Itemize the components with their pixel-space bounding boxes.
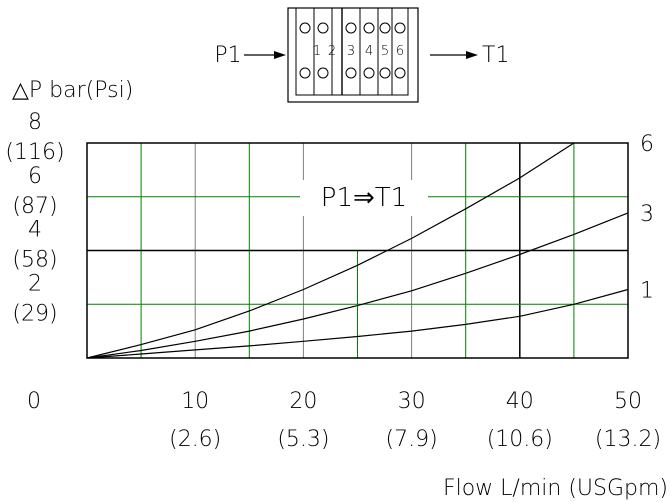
x-tick-sublabel: (10.6) [487, 427, 553, 452]
series-label-1: 1 [640, 278, 654, 303]
port-number: 1 [313, 44, 321, 59]
x-tick-label: 40 [506, 389, 534, 414]
y-tick-sublabel: (58) [12, 248, 57, 273]
port-circle-top [394, 22, 406, 34]
port-circle-bottom [379, 67, 391, 79]
y-tick-sublabel: (87) [12, 194, 57, 219]
x-tick-label: 50 [614, 389, 642, 414]
port-circle-bottom [317, 67, 329, 79]
port-circle-top [317, 22, 329, 34]
y-tick-sublabel: (29) [12, 301, 57, 326]
port-number: 5 [381, 44, 389, 59]
inlet-arrow-head [274, 51, 286, 59]
x-tick-label: 10 [181, 389, 209, 414]
x-tick-sublabel: (13.2) [595, 427, 661, 452]
x-tick-sublabel: (5.3) [277, 427, 329, 452]
x-axis-label: Flow L/min (USGpm) [443, 476, 668, 501]
outlet-arrow-head [466, 51, 478, 59]
series-label-6: 6 [640, 132, 654, 157]
y-axis-label: △P bar(Psi) [12, 78, 133, 103]
series-line-6 [86, 142, 575, 359]
grid [86, 142, 629, 359]
port-circle-bottom [394, 67, 406, 79]
valve-port-block [295, 7, 409, 96]
y-tick-sublabel: (116) [5, 140, 64, 165]
port-circle-top [345, 22, 357, 34]
y-tick-label: 8 [28, 110, 42, 135]
valve-schematic: P1 1 2 3 4 5 [214, 7, 509, 103]
x-tick-label: 30 [398, 389, 426, 414]
port-circle-bottom [299, 67, 311, 79]
outlet-label: T1 [482, 43, 509, 68]
x-tick-label: 0 [27, 389, 41, 414]
x-tick-sublabel: (7.9) [386, 427, 438, 452]
port-number: 3 [347, 44, 355, 59]
series-label-3: 3 [640, 202, 654, 227]
y-tick-label: 4 [28, 218, 42, 243]
y-tick-label: 2 [28, 271, 42, 296]
port-circle-top [379, 22, 391, 34]
series-line-3 [86, 212, 629, 359]
x-tick-label: 20 [289, 389, 317, 414]
port-number: 4 [365, 44, 373, 59]
chart-title: P1⇒T1 [321, 183, 407, 213]
port-circle-top [299, 22, 311, 34]
inlet-label: P1 [214, 43, 241, 68]
series-line-1 [86, 288, 629, 359]
tick-labels: 0 10 (2.6) 20 (5.3) 30 (7.9) 40 (10.6) 50 (13.2) 8 (… [5, 110, 661, 452]
plot-frame [86, 142, 629, 359]
y-tick-label: 6 [28, 164, 42, 189]
title-backdrop [300, 180, 428, 216]
port-circle-bottom [363, 67, 375, 79]
port-circle-bottom [345, 67, 357, 79]
port-number: 2 [328, 44, 336, 59]
port-number: 6 [396, 44, 404, 59]
port-circle-top [363, 22, 375, 34]
x-tick-sublabel: (2.6) [169, 427, 221, 452]
series-lines: 6 3 1 [86, 132, 654, 359]
